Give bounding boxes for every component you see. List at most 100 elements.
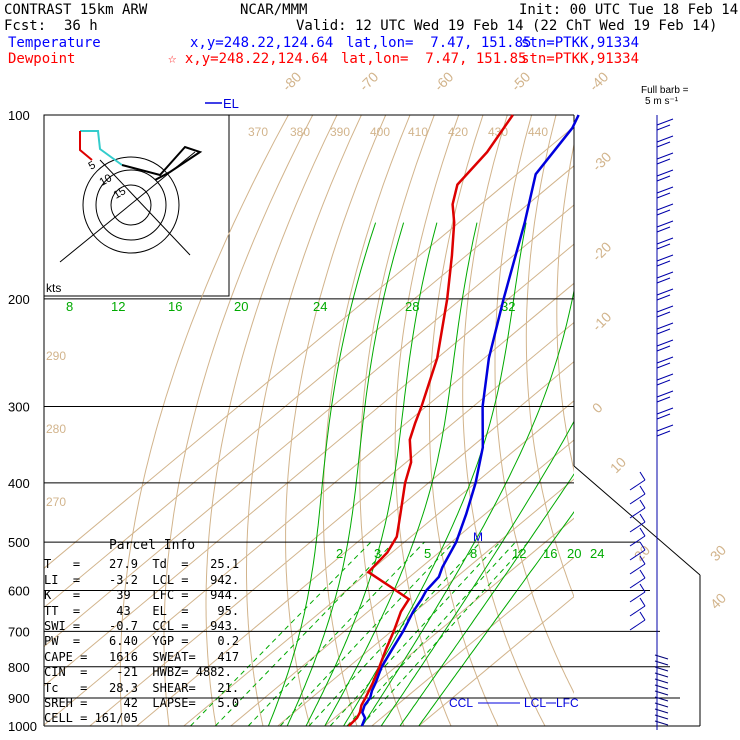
wind-barb-low bbox=[639, 611, 646, 621]
mixing-label: 3 bbox=[374, 546, 381, 561]
mixing-label: 2 bbox=[336, 546, 343, 561]
theta-label: 270 bbox=[46, 495, 66, 509]
wind-barb-low bbox=[629, 563, 646, 575]
parcel-info-panel: Parcel Info T = 27.9 Td = 25.1 LI = -3.2 … bbox=[44, 538, 260, 727]
dry-adiabat bbox=[644, 115, 740, 726]
parcel-info-title: Parcel Info bbox=[108, 538, 196, 553]
dry-adiabat bbox=[246, 115, 362, 726]
wind-barb bbox=[656, 373, 674, 381]
mixing-ratio-line bbox=[308, 541, 481, 726]
model-name: CONTRAST 15km ARW bbox=[4, 2, 148, 18]
wind-barb-low bbox=[629, 507, 646, 519]
parcel-info-row: CAPE = 1616 SWEAT= 417 bbox=[44, 649, 240, 664]
temperature-label: Temperature bbox=[8, 35, 101, 51]
isotherm-line bbox=[44, 126, 574, 569]
moist-label: 20 bbox=[234, 299, 248, 314]
theta-label: 370 bbox=[248, 125, 268, 139]
hodograph-ring-label: 15 bbox=[112, 185, 129, 202]
hodograph-trace-red bbox=[79, 131, 93, 161]
wind-barb bbox=[656, 339, 674, 347]
theta-label: 440 bbox=[528, 125, 548, 139]
mixing-ratio-line bbox=[214, 541, 395, 726]
wind-barb bbox=[656, 407, 674, 415]
wind-barb-low bbox=[639, 513, 646, 523]
isotherm-line bbox=[44, 282, 574, 726]
dry-adiabat bbox=[724, 115, 740, 726]
theta-label: 410 bbox=[408, 125, 428, 139]
wind-barb bbox=[656, 288, 674, 296]
pressure-label: 100 bbox=[8, 108, 30, 123]
moist-adiabat bbox=[286, 222, 405, 726]
mixing-ratio-line bbox=[190, 541, 372, 726]
mixing-label: 24 bbox=[590, 546, 604, 561]
dry-adiabat bbox=[462, 115, 546, 726]
parcel-info-row: CELL = 161/05 bbox=[44, 711, 138, 726]
wind-barb-low bbox=[629, 605, 646, 617]
moist-adiabat bbox=[267, 222, 377, 726]
parcel-info-row: TT = 43 EL = 95. bbox=[44, 603, 240, 618]
el-label: EL bbox=[223, 96, 239, 111]
isotherm-line bbox=[44, 165, 574, 609]
isotherm-line bbox=[371, 556, 574, 726]
isotherm-line bbox=[324, 517, 574, 726]
wind-barb bbox=[656, 311, 671, 318]
isotherm-line bbox=[277, 478, 574, 726]
valid-time: Valid: 12 UTC Wed 19 Feb 14 (22 ChT Wed … bbox=[296, 18, 718, 34]
wind-barb-bottom bbox=[654, 672, 669, 678]
dewpoint-line bbox=[347, 114, 514, 727]
wind-barb bbox=[656, 192, 671, 199]
fcst-label: Fcst: bbox=[4, 18, 47, 34]
isotherm-label: -50 bbox=[508, 68, 534, 94]
parcel-info-row: CIN = -21 HWBZ= 4882. bbox=[44, 665, 232, 680]
wind-barb bbox=[656, 152, 674, 160]
lower-frame bbox=[43, 114, 230, 297]
dewpoint-xy: ☆ x,y=248.22,124.64 bbox=[168, 51, 329, 67]
isotherm-line bbox=[89, 321, 574, 726]
wind-barb-bottom bbox=[654, 720, 669, 726]
pressure-label: 600 bbox=[8, 583, 30, 598]
isotherm-label: -30 bbox=[589, 148, 615, 174]
mixing-ratio-line bbox=[247, 541, 425, 726]
wind-barb bbox=[656, 226, 671, 233]
isotherm-label: 10 bbox=[607, 454, 629, 476]
theta-label: 420 bbox=[448, 125, 468, 139]
wind-barb-bottom bbox=[654, 696, 669, 702]
wind-barb bbox=[656, 396, 671, 403]
wind-barbs: Full barb =5 m s⁻¹ bbox=[629, 85, 689, 730]
pressure-label: 500 bbox=[8, 535, 30, 550]
theta-label: 280 bbox=[46, 422, 66, 436]
isotherm-line bbox=[418, 596, 574, 726]
hodograph-trace-upper bbox=[80, 130, 123, 166]
wind-barb bbox=[656, 203, 674, 211]
wind-barb-low bbox=[629, 591, 646, 603]
wind-legend-label: Full barb = bbox=[641, 85, 689, 96]
wind-barb bbox=[656, 390, 674, 398]
wind-barb bbox=[656, 413, 671, 420]
wind-barb bbox=[656, 379, 671, 386]
wind-barb bbox=[656, 271, 674, 279]
dry-adiabat bbox=[698, 115, 740, 726]
wind-barb bbox=[656, 237, 674, 245]
wind-barb-low bbox=[629, 549, 646, 561]
ccl-label: CCL bbox=[449, 696, 473, 710]
moist-adiabat bbox=[380, 420, 574, 726]
mixing-label: 16 bbox=[543, 546, 557, 561]
moist-label: 12 bbox=[111, 299, 125, 314]
hodograph-ring bbox=[95, 169, 167, 241]
wind-barb-low bbox=[629, 619, 646, 631]
theta-label: 390 bbox=[330, 125, 350, 139]
hodograph-box bbox=[43, 114, 230, 297]
wind-barb bbox=[656, 424, 674, 432]
wind-barb bbox=[656, 209, 671, 216]
temperature-latlon: lat,lon= 7.47, 151.85 bbox=[346, 35, 532, 51]
hodograph-ring bbox=[82, 156, 180, 254]
profiles: EL CCL LCL LFC M bbox=[205, 96, 580, 727]
wind-barb-low bbox=[629, 479, 646, 491]
wind-barb bbox=[656, 141, 671, 148]
mixing-ratio-line bbox=[329, 541, 501, 726]
wind-barb bbox=[656, 175, 671, 182]
parcel-info-row: SREH = 42 LAPSE= 5.0 bbox=[44, 695, 240, 710]
moist-adiabat bbox=[324, 222, 478, 726]
wind-barb-low bbox=[629, 493, 646, 505]
